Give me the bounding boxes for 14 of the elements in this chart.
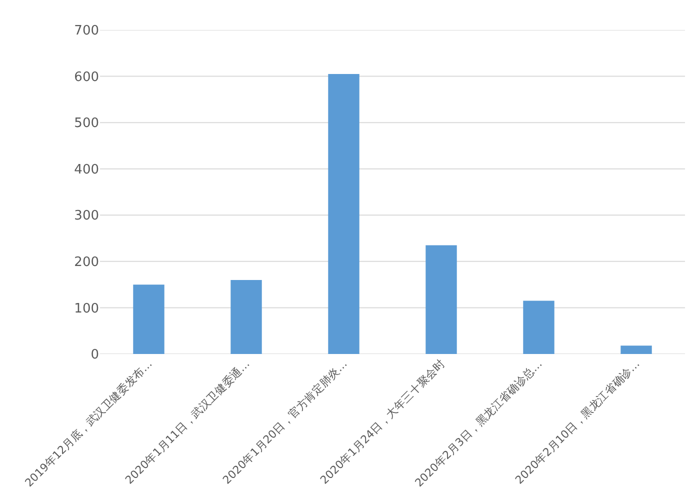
y-tick-label: 200 bbox=[74, 254, 99, 270]
bar bbox=[133, 284, 164, 354]
y-tick-label: 700 bbox=[74, 24, 99, 39]
y-tick-label: 500 bbox=[74, 116, 99, 132]
bar bbox=[230, 280, 262, 354]
y-tick-label: 600 bbox=[74, 70, 99, 85]
y-tick-label: 400 bbox=[74, 162, 99, 178]
y-tick-label: 0 bbox=[90, 348, 99, 363]
bar bbox=[426, 245, 457, 354]
bar bbox=[620, 346, 652, 354]
y-tick-label: 300 bbox=[74, 208, 99, 224]
bar bbox=[328, 74, 360, 354]
y-tick-label: 100 bbox=[74, 301, 99, 316]
bar bbox=[523, 300, 554, 354]
